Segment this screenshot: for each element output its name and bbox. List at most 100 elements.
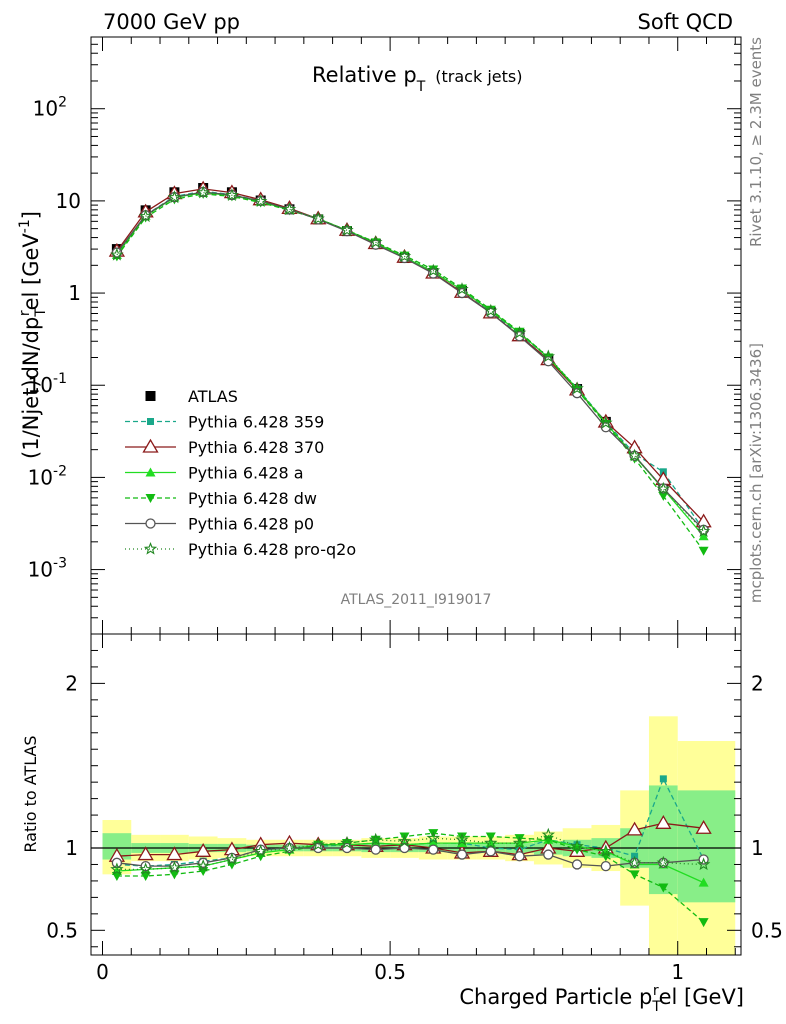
- chart-title-sub: T: [416, 79, 426, 95]
- ratio-point: [110, 862, 124, 876]
- ratio-y-tick-label: 1: [65, 836, 78, 860]
- main-y-tick-base: 10: [33, 97, 58, 121]
- x-tick-label: 0.5: [374, 960, 406, 984]
- ratio-series-p0: [111, 842, 709, 872]
- main-y-tick-base: 1: [68, 281, 81, 305]
- main-y-tick-label: 10: [56, 189, 81, 213]
- legend-marker: [145, 391, 156, 401]
- x-axis-label-part: Charged Particle p: [459, 985, 652, 1009]
- ratio-point: [457, 832, 468, 842]
- legend-entry-p359: Pythia 6.428 359: [125, 413, 324, 432]
- main-series-proq2o: [110, 185, 711, 538]
- ratio-point: [254, 844, 268, 857]
- main-y-tick-exp: -2: [53, 463, 67, 479]
- main-point: [397, 249, 412, 263]
- legend-entry-proq2o: Pythia 6.428 pro-q2o: [125, 540, 356, 559]
- main-point: [254, 194, 268, 207]
- legend-label: Pythia 6.428 359: [188, 413, 324, 432]
- ratio-y-axis-label: Ratio to ATLAS: [21, 735, 40, 852]
- legend-entry-dw: Pythia 6.428 dw: [125, 489, 317, 508]
- ratio-point: [397, 834, 412, 848]
- main-point: [512, 325, 527, 339]
- legend-marker: [147, 418, 154, 425]
- main-y-tick-base: 10: [28, 465, 53, 489]
- y-axis-label-part: T: [33, 308, 49, 318]
- x-tick-label: 0: [96, 960, 109, 984]
- ratio-point: [659, 775, 667, 783]
- main-point: [698, 531, 709, 541]
- main-y-tick-label: 102: [33, 95, 67, 121]
- main-series-line: [116, 191, 705, 532]
- ratio-point: [483, 836, 498, 849]
- x-axis-label-part: T: [651, 999, 661, 1015]
- ratio-plot: 0.5 0.5 1 1 2 2 0 0.5 1 Ratio to ATLAS Charged P…: [21, 633, 783, 1015]
- legend-label: Pythia 6.428 a: [188, 464, 304, 483]
- ratio-y-tick-label: 0.5: [46, 918, 78, 942]
- y-axis-label-part: r: [17, 310, 33, 316]
- main-point: [167, 190, 182, 204]
- legend-entry-a: Pythia 6.428 a: [125, 464, 304, 483]
- ratio-point: [698, 877, 709, 887]
- ratio-point: [696, 857, 711, 871]
- ratio-point: [111, 871, 122, 881]
- ratio-y-tick-label-right: 1: [751, 836, 764, 860]
- ratio-point: [369, 832, 383, 846]
- header-category: Soft QCD: [638, 10, 733, 34]
- main-y-tick-exp: -3: [53, 556, 67, 572]
- ratio-point: [196, 859, 210, 872]
- main-series-a: [111, 187, 709, 541]
- x-axis-label-part: el [GeV]: [659, 985, 744, 1009]
- y-axis-label-part: el [GeV: [19, 233, 43, 311]
- ratio-point: [225, 852, 239, 866]
- main-y-tick-label: 10-1: [28, 371, 67, 397]
- main-point: [599, 415, 613, 429]
- ratio-point: [311, 837, 325, 851]
- ratio-point: [512, 836, 527, 849]
- ratio-point: [570, 839, 584, 853]
- main-y-tick-exp: 2: [58, 95, 67, 111]
- main-point: [282, 202, 297, 216]
- ratio-point: [485, 846, 496, 857]
- main-point: [225, 188, 239, 201]
- main-point: [138, 209, 153, 223]
- legend-marker: [142, 438, 159, 453]
- ratio-point: [195, 843, 212, 857]
- main-point: [570, 381, 584, 395]
- ratio-y-tick-label: 2: [65, 671, 78, 695]
- main-point: [455, 282, 469, 296]
- legend-marker: [145, 518, 156, 529]
- legend-label: Pythia 6.428 370: [188, 438, 324, 457]
- ratio-point: [138, 862, 153, 876]
- rivet-label: Rivet 3.1.10, ≥ 2.3M events: [747, 37, 765, 247]
- main-point: [483, 303, 498, 317]
- ratio-point: [169, 870, 180, 880]
- main-point: [311, 211, 325, 225]
- x-tick-label: 1: [671, 960, 684, 984]
- legend-label: Pythia 6.428 p0: [188, 515, 314, 534]
- y-axis-label-part: ]: [19, 211, 43, 219]
- ratio-point: [514, 851, 525, 862]
- legend-label: ATLAS: [188, 387, 238, 406]
- ratio-point: [370, 844, 381, 855]
- ratio-point: [656, 855, 671, 869]
- main-point: [426, 263, 441, 277]
- header-energy: 7000 GeV pp: [103, 10, 240, 34]
- ratio-point: [166, 846, 183, 861]
- ratio-point: [541, 827, 556, 841]
- ratio-point: [698, 918, 709, 928]
- ratio-point: [428, 838, 439, 848]
- chart-title-note: (track jets): [435, 67, 522, 86]
- watermark: ATLAS_2011_I919017: [341, 592, 492, 608]
- ratio-point: [167, 860, 182, 874]
- main-point: [627, 448, 642, 462]
- ratio-point: [695, 819, 712, 834]
- legend-marker: [145, 467, 156, 477]
- x-axis-label-part: r: [653, 983, 659, 999]
- main-y-tick-exp: -1: [53, 371, 67, 387]
- ratio-y-tick-label-right: 0.5: [751, 918, 783, 942]
- legend-label: Pythia 6.428 dw: [188, 489, 317, 508]
- mcplots-label: mcplots.cern.ch [arXiv:1306.3436]: [747, 343, 765, 603]
- ratio-point: [282, 840, 297, 854]
- x-axis-label: Charged Particle pTrel [GeV]: [459, 983, 744, 1015]
